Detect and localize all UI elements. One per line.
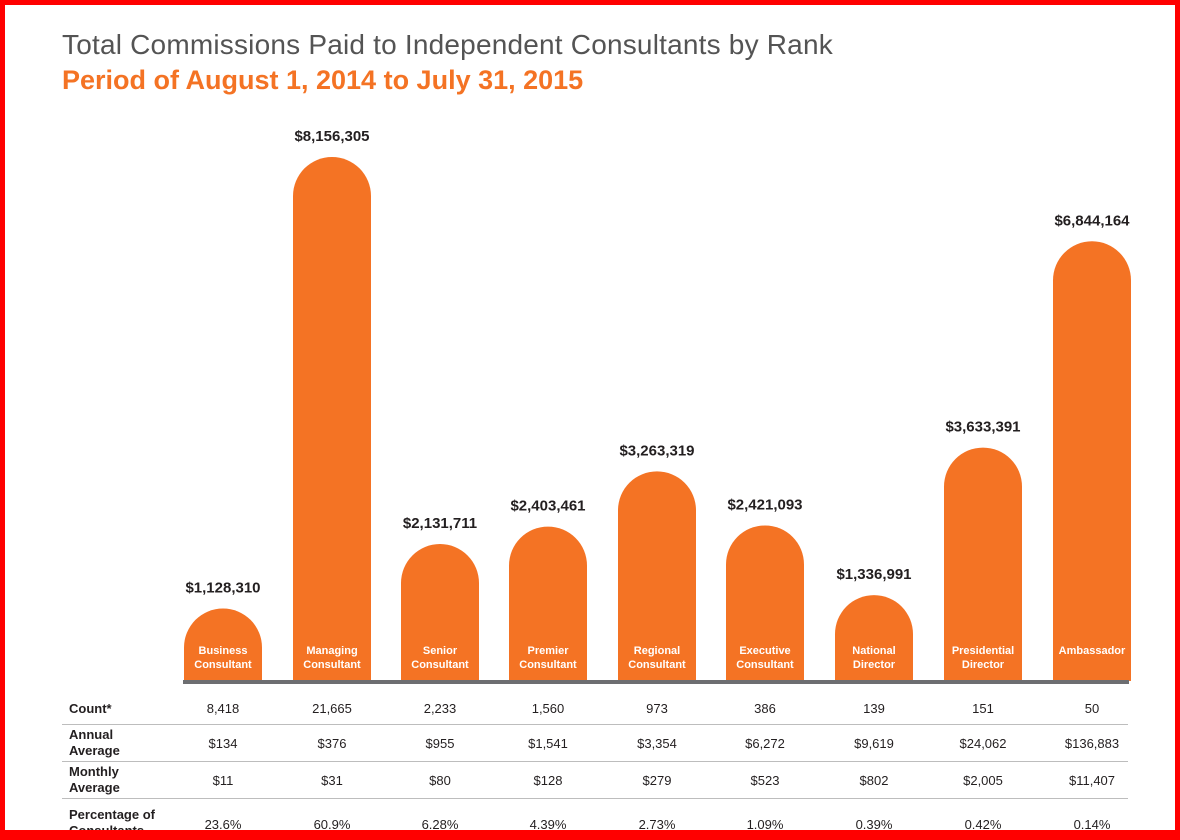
row-label: Monthly Average (69, 764, 120, 795)
category-label: Presidential (952, 645, 1014, 657)
category-label: Consultant (736, 659, 794, 671)
table-cell: $523 (750, 773, 780, 788)
bar (184, 608, 262, 681)
table-row: Annual Average $134 $376 $955 $1,541 $3,354 $6… (62, 725, 1128, 762)
table-cell: 21,665 (312, 701, 352, 716)
category-label: Ambassador (1059, 645, 1126, 657)
table-cell: 50 (1084, 701, 1100, 716)
category-label: Regional (634, 645, 680, 657)
table-cell: $80 (429, 773, 451, 788)
table-cell: 60.9% (313, 817, 351, 832)
table-cell: $134 (208, 736, 238, 751)
bar (293, 157, 371, 681)
bar-value-label: $3,263,319 (619, 442, 694, 459)
bar (835, 595, 913, 681)
bar-value-label: $6,844,164 (1054, 212, 1130, 229)
bar (401, 544, 479, 681)
table-cell: $955 (425, 736, 455, 751)
bar (509, 526, 587, 681)
category-label: Consultant (303, 659, 361, 671)
category-label: Consultant (519, 659, 577, 671)
table-cell: 4.39% (529, 817, 567, 832)
table-cell: $2,005 (963, 773, 1003, 788)
table-cell: $128 (533, 773, 563, 788)
table-cell: 139 (863, 701, 885, 716)
category-label: Business (199, 645, 248, 657)
row-label: Count* (69, 701, 112, 716)
table-cell: 0.14% (1073, 817, 1111, 832)
table-cell: 973 (646, 701, 668, 716)
table-cell: 151 (972, 701, 994, 716)
table-cell: $24,062 (959, 736, 1007, 751)
table-cell: 8,418 (206, 701, 240, 716)
table-cell: $11,407 (1068, 773, 1116, 788)
table-cell: $11 (212, 773, 234, 788)
row-label: Annual Average (69, 727, 120, 758)
category-label: Senior (423, 645, 458, 657)
category-label: Managing (306, 645, 357, 657)
bar-value-label: $1,336,991 (836, 566, 911, 583)
category-label: National (852, 645, 895, 657)
table-cell: $9,619 (854, 736, 894, 751)
table-cell: 2.73% (638, 817, 676, 832)
table-cell: 23.6% (204, 817, 242, 832)
chart-title: Total Commissions Paid to Independent Co… (62, 29, 833, 60)
table-cell: $31 (321, 773, 343, 788)
table-cell: $6,272 (745, 736, 785, 751)
category-label: Director (853, 659, 896, 671)
table-cell: $802 (859, 773, 889, 788)
bar (1053, 241, 1131, 682)
table-cell: $376 (317, 736, 347, 751)
bar-value-label: $3,633,391 (945, 419, 1020, 436)
category-label: Executive (739, 645, 790, 657)
category-label: Consultant (628, 659, 686, 671)
table-cell: $279 (642, 773, 672, 788)
table-cell: 0.39% (855, 817, 893, 832)
bar (618, 471, 696, 681)
table-cell: $136,883 (1064, 736, 1120, 751)
bar (726, 525, 804, 681)
table-cell: $1,541 (528, 736, 568, 751)
bar-value-label: $1,128,310 (185, 580, 260, 597)
bar-value-label: $2,131,711 (403, 515, 477, 532)
table-cell: 1.09% (746, 817, 784, 832)
table-cell: 0.42% (964, 817, 1002, 832)
bar-value-label: $8,156,305 (294, 128, 369, 145)
category-label: Director (962, 659, 1005, 671)
category-label: Consultant (194, 659, 252, 671)
bar-value-label: $2,421,093 (727, 496, 802, 513)
table-cell: 2,233 (423, 701, 457, 716)
table-cell: 6.28% (421, 817, 459, 832)
table-cell: 386 (754, 701, 776, 716)
category-label: Consultant (411, 659, 469, 671)
category-label: Premier (528, 645, 570, 657)
rank-stats-table: Count* 8,418 21,665 2,233 1,560 973 386 139 151 5… (62, 695, 1128, 839)
bottom-border (0, 830, 1180, 840)
table-row: Monthly Average $11 $31 $80 $128 $279 $523 $802… (62, 762, 1128, 799)
bar-value-label: $2,403,461 (510, 498, 585, 515)
bar (944, 447, 1022, 681)
table-cell: $3,354 (637, 736, 677, 751)
commissions-bar-chart: $1,128,310 Business Consultant $8,156,305 Ma… (183, 128, 1131, 684)
table-cell: 1,560 (531, 701, 565, 716)
table-row: Count* 8,418 21,665 2,233 1,560 973 386 139 151 5… (62, 695, 1128, 725)
chart-subtitle: Period of August 1, 2014 to July 31, 201… (62, 65, 584, 95)
